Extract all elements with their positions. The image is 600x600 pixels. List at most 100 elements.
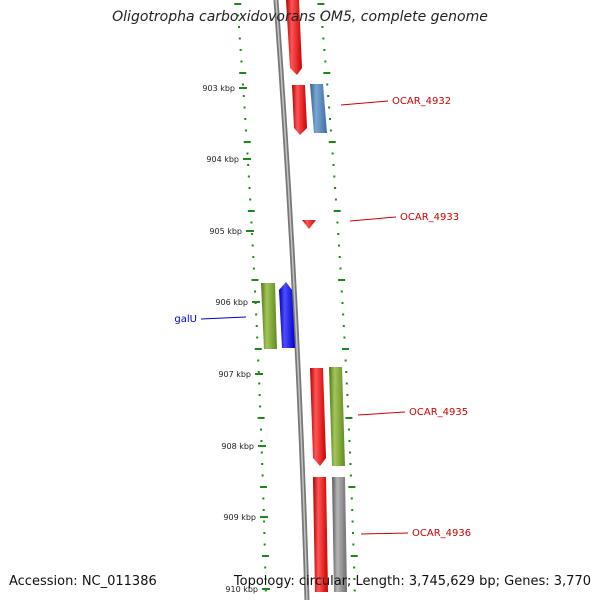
inner-ring-tick — [243, 141, 251, 143]
outer-ring-tick — [338, 279, 346, 281]
scale-label: 908 kbp — [221, 442, 254, 451]
gene-arrow-ocar4932-a[interactable] — [292, 85, 307, 135]
inner-ring-tick — [259, 486, 267, 488]
gene-label-leader — [357, 411, 406, 416]
outer-ring-tick — [326, 83, 329, 86]
inner-ring-tick — [259, 405, 262, 408]
inner-ring-tick — [251, 244, 254, 247]
gene-arrow-top[interactable] — [286, 0, 302, 75]
inner-ring-tick — [251, 279, 259, 281]
outer-ring-tick — [333, 210, 341, 212]
gene-label[interactable]: OCAR_4933 — [400, 212, 459, 223]
inner-ring-tick — [239, 72, 247, 74]
scale-tick — [243, 158, 251, 160]
inner-ring-tick — [251, 233, 254, 235]
outer-ring-tick — [343, 336, 346, 339]
scale-label: 910 kbp — [225, 585, 258, 594]
outer-ring-tick — [342, 325, 345, 327]
outer-ring-tick — [324, 60, 327, 63]
gene-ocar4936[interactable] — [332, 477, 347, 592]
inner-ring-tick — [256, 336, 259, 339]
outer-ring-tick — [350, 497, 353, 500]
outer-ring-tick — [348, 440, 351, 442]
inner-ring-tick — [261, 463, 264, 465]
inner-ring-tick — [239, 49, 242, 51]
inner-ring-tick — [248, 187, 251, 189]
outer-ring-tick — [332, 164, 335, 166]
genome-title: Oligotropha carboxidovorans OM5, complet… — [112, 9, 488, 25]
inner-ring-tick — [264, 578, 267, 580]
gene-label[interactable]: OCAR_4936 — [412, 528, 471, 539]
inner-ring-tick — [262, 497, 265, 500]
outer-ring-tick — [347, 428, 350, 431]
outer-ring-tick — [341, 302, 344, 304]
gene-arrow-ocar4933[interactable] — [302, 220, 316, 229]
scale-tick — [239, 87, 247, 89]
outer-ring-tick — [352, 532, 355, 534]
inner-ring-tick — [240, 60, 243, 63]
gene-label[interactable]: OCAR_4932 — [392, 96, 451, 107]
scale-label: 906 kbp — [215, 298, 248, 307]
gene-arrow-ocar4935-a[interactable] — [310, 368, 326, 466]
outer-ring-tick — [323, 49, 326, 51]
outer-ring-tick — [348, 451, 351, 454]
gene-ocar4936-a[interactable] — [313, 477, 328, 592]
outer-ring-tick — [334, 187, 337, 189]
gene-arrow-galu-adjacent[interactable] — [279, 282, 295, 348]
inner-ring-tick — [254, 348, 262, 350]
inner-ring-tick — [245, 129, 248, 132]
inner-ring-tick — [237, 14, 240, 17]
gene-label-leader — [200, 316, 247, 320]
scale-label: 903 kbp — [202, 84, 235, 93]
accession-text: Accession: NC_011386 — [9, 574, 157, 589]
inner-ring-tick — [257, 371, 260, 373]
inner-ring-tick — [263, 532, 266, 534]
gene-ocar4935[interactable] — [329, 367, 345, 466]
inner-ring-tick — [258, 382, 261, 385]
inner-ring-tick — [262, 509, 265, 511]
inner-ring-tick — [242, 95, 245, 97]
outer-ring-tick — [320, 14, 323, 17]
outer-ring-tick — [342, 348, 350, 350]
inner-ring-tick — [264, 589, 267, 592]
outer-ring-tick — [340, 290, 343, 293]
outer-ring-tick — [317, 3, 325, 5]
inner-ring-tick — [260, 440, 263, 442]
scale-label: 904 kbp — [206, 155, 239, 164]
inner-ring-tick — [260, 451, 263, 454]
outer-ring-tick — [344, 359, 347, 362]
outer-ring-tick — [329, 129, 332, 132]
outer-ring-tick — [334, 198, 337, 201]
inner-ring-tick — [247, 210, 255, 212]
outer-ring-tick — [339, 267, 342, 270]
inner-ring-tick — [243, 106, 246, 109]
inner-ring-tick — [254, 290, 257, 293]
outer-ring-tick — [337, 244, 340, 247]
inner-ring-tick — [238, 37, 241, 40]
scale-tick — [246, 230, 254, 232]
outer-ring-tick — [321, 26, 324, 28]
outer-tick-ring — [317, 3, 358, 592]
outer-ring-tick — [353, 589, 356, 592]
inner-ring-tick — [263, 520, 266, 523]
gene-label-leader — [360, 532, 409, 535]
gene-galu[interactable] — [261, 283, 277, 349]
outer-ring-tick — [338, 256, 341, 258]
inner-ring-tick — [264, 566, 267, 569]
outer-ring-tick — [331, 152, 334, 155]
outer-ring-tick — [327, 95, 330, 97]
outer-ring-tick — [350, 555, 358, 557]
gene-ocar4932[interactable] — [310, 84, 327, 133]
inner-ring-tick — [263, 543, 266, 546]
outer-ring-tick — [353, 566, 356, 569]
inner-ring-tick — [255, 325, 258, 327]
outer-ring-tick — [329, 118, 332, 120]
outer-ring-tick — [352, 543, 355, 546]
gene-label-leader — [340, 100, 389, 106]
gene-label[interactable]: OCAR_4935 — [409, 407, 468, 418]
outer-ring-tick — [337, 233, 340, 235]
gene-label[interactable]: galU — [174, 314, 197, 325]
outer-ring-tick — [346, 394, 349, 396]
